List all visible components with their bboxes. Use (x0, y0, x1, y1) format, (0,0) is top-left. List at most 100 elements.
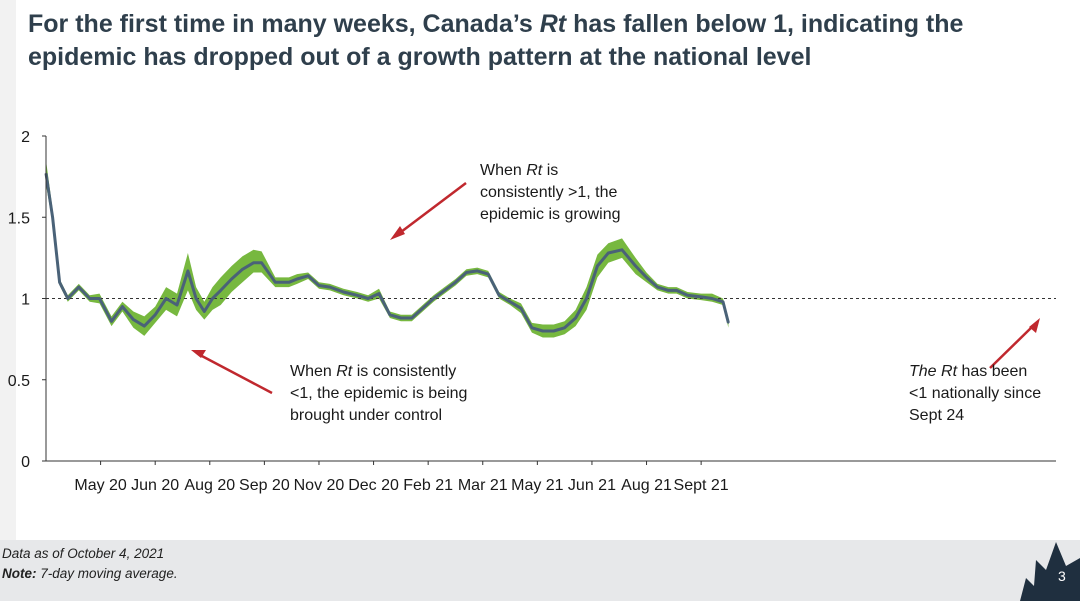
rt-point-63 (722, 301, 724, 303)
rt-point-10 (143, 325, 146, 327)
rt-point-53 (607, 252, 610, 254)
rt-point-43 (498, 294, 500, 297)
rt-point-14 (187, 270, 189, 272)
rt-point-2 (58, 281, 61, 284)
rt-point-28 (329, 286, 331, 288)
rt-point-46 (531, 327, 533, 329)
rt-point-30 (356, 294, 359, 297)
annotation-control-line1-italic: Rt (336, 363, 353, 380)
annotation-growth-line1-post: is (542, 162, 559, 179)
footnote-note-text: 7-day moving average. (36, 566, 178, 581)
x-tick-label-0: May 20 (74, 477, 127, 494)
rt-point-27 (318, 284, 320, 287)
annotation-current-line2: <1 nationally since (909, 385, 1042, 402)
arrow-growth (396, 182, 467, 236)
annotation-control: When Rt is consistently <1, the epidemic… (290, 361, 467, 427)
rt-point-38 (443, 289, 446, 292)
rt-chart: 0 0.5 1 1.5 2 May 20 Jun 20 Aug 20 Sep 20 Nov 20… (8, 129, 1056, 494)
x-tick-label-11: Sept 21 (674, 477, 729, 494)
rt-point-5 (88, 297, 91, 300)
rt-point-59 (675, 289, 678, 292)
x-tick-label-9: Jun 21 (568, 477, 616, 494)
footnote-note: Note: 7-day moving average. (2, 566, 178, 581)
rt-point-9 (132, 318, 135, 321)
rt-point-7 (110, 320, 113, 323)
rt-point-16 (203, 310, 206, 313)
rt-chart-svg: 0 0.5 1 1.5 2 May 20 Jun 20 Aug 20 Sep 20 Nov 20… (8, 129, 1056, 494)
annotation-current-line1-post: has been (957, 363, 1028, 380)
arrow-current-head (1029, 318, 1040, 333)
y-tick-label-0: 0 (21, 454, 30, 471)
x-tick-label-7: Mar 21 (458, 477, 508, 494)
page-title: For the first time in many weeks, Canada… (28, 8, 1068, 74)
annotation-current-line1: The Rt has been (909, 361, 1041, 383)
footer: Data as of October 4, 2021 Note: 7-day m… (0, 540, 1080, 601)
y-tick-label-1: 0.5 (8, 373, 30, 390)
annotation-control-line1: When Rt is consistently (290, 361, 467, 383)
arrow-control-head (191, 350, 206, 358)
annotation-arrows-group (191, 182, 1040, 395)
annotation-control-line2: <1, the epidemic is being (290, 385, 468, 402)
rt-point-1 (51, 216, 54, 219)
title-rt-italic: Rt (539, 10, 567, 38)
rt-point-19 (230, 278, 233, 280)
x-tick-label-4: Nov 20 (294, 477, 345, 494)
annotation-control-line3: brought under control (290, 407, 443, 424)
x-tick-label-2: Aug 20 (184, 477, 235, 494)
annotation-current: The Rt has been <1 nationally since Sept… (909, 361, 1041, 427)
rt-point-45 (520, 307, 522, 310)
page-number: 3 (1058, 568, 1066, 584)
arrow-growth-head (390, 226, 405, 240)
maple-leaf-icon (1020, 542, 1080, 601)
rt-point-47 (542, 330, 544, 332)
rt-point-36 (421, 307, 424, 310)
rt-point-29 (342, 291, 345, 293)
rt-point-6 (98, 297, 101, 300)
title-part-2: has fallen below 1, indicating the epide… (28, 10, 964, 71)
x-tick-label-3: Sep 20 (239, 477, 290, 494)
rt-point-40 (465, 271, 468, 274)
annotation-control-line1-post: is consistently (352, 363, 457, 380)
x-tick-label-5: Dec 20 (348, 477, 399, 494)
y-tick-label-3: 1.5 (8, 210, 30, 227)
annotation-growth-line3: epidemic is growing (480, 206, 621, 223)
rt-point-62 (711, 297, 713, 300)
rt-point-60 (686, 294, 689, 297)
rt-point-56 (645, 276, 648, 279)
rt-point-49 (563, 327, 566, 329)
x-ticks-group: May 20 Jun 20 Aug 20 Sep 20 Nov 20 Dec 20 Feb … (74, 461, 729, 494)
annotation-current-line1-italic: The Rt (909, 363, 958, 380)
rt-point-48 (552, 330, 555, 332)
rt-point-20 (241, 268, 244, 271)
footnote-note-label: Note: (2, 566, 37, 581)
rt-point-17 (211, 297, 214, 300)
annotation-growth-line1-pre: When (480, 162, 527, 179)
annotation-growth-line1-italic: Rt (526, 162, 543, 179)
annotation-growth: When Rt is consistently >1, the epidemic… (480, 160, 621, 226)
rt-point-21 (252, 262, 255, 264)
rt-line-group (44, 172, 730, 333)
rt-point-42 (487, 273, 490, 275)
annotation-current-line3: Sept 24 (909, 407, 965, 424)
rt-point-23 (274, 281, 277, 284)
rt-point-34 (400, 317, 402, 319)
side-strip (0, 0, 16, 540)
arrow-current (989, 324, 1035, 369)
x-tick-label-10: Aug 21 (621, 477, 672, 494)
rt-point-58 (667, 289, 670, 292)
y-tick-label-2: 1 (21, 292, 30, 309)
annotation-control-line1-pre: When (290, 363, 337, 380)
x-tick-label-8: May 21 (511, 477, 564, 494)
annotation-growth-line2: consistently >1, the (480, 184, 618, 201)
rt-point-41 (476, 270, 479, 272)
y-tick-label-4: 2 (21, 129, 30, 146)
rt-point-44 (509, 301, 511, 303)
x-tick-label-6: Feb 21 (403, 477, 453, 494)
footnote-data-asof: Data as of October 4, 2021 (2, 546, 165, 561)
arrow-control (199, 353, 273, 395)
rt-point-33 (389, 314, 391, 316)
rt-point-32 (378, 292, 380, 295)
rt-point-18 (219, 289, 222, 292)
rt-point-35 (411, 317, 413, 319)
rt-point-25 (296, 278, 298, 280)
